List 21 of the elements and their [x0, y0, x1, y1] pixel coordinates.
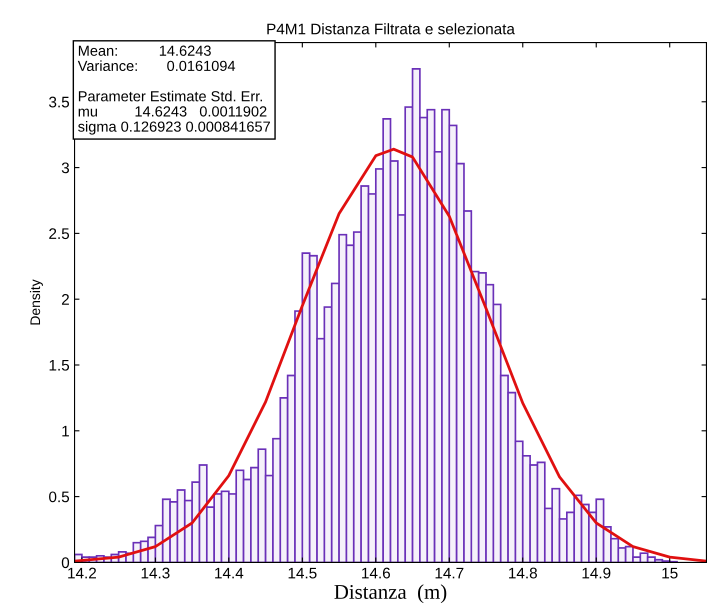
chart-title: P4M1 Distanza Filtrata e selezionata — [267, 23, 515, 34]
y-tick-label: 0.5 — [49, 491, 70, 502]
y-tick-label: 2 — [62, 294, 69, 305]
text: Mean: 14.6243 Variance: 0.0161094 Parameter Estimate Std. Err. mu 14.6243 0.0011902 sigma 0.126923 0.000841657 — [78, 46, 270, 135]
x-tick-label: 14.5 — [288, 568, 317, 578]
x-tick-label: 14.9 — [582, 568, 610, 578]
y-tick-label: 2.5 — [49, 228, 70, 240]
y-tick-label: 3 — [62, 162, 70, 174]
y-tick-label: 0 — [62, 557, 70, 568]
x-axis-title: Distanza (m) — [334, 584, 446, 604]
x-tick-label: 15 — [662, 568, 678, 578]
x-tick-label: 14.4 — [215, 568, 244, 578]
x-tick-label: 14.3 — [142, 568, 170, 578]
x-tick-label: 14.6 — [362, 568, 390, 578]
x-tick-label: 14.8 — [509, 568, 537, 578]
x-tick-label: 14.7 — [436, 568, 464, 578]
x-tick-label: 14.2 — [68, 568, 96, 578]
y-tick-label: 1.5 — [50, 360, 70, 371]
y-tick-label: 1 — [62, 426, 69, 436]
y-axis-title: Density — [30, 279, 43, 324]
y-tick-label: 3.5 — [49, 96, 70, 108]
